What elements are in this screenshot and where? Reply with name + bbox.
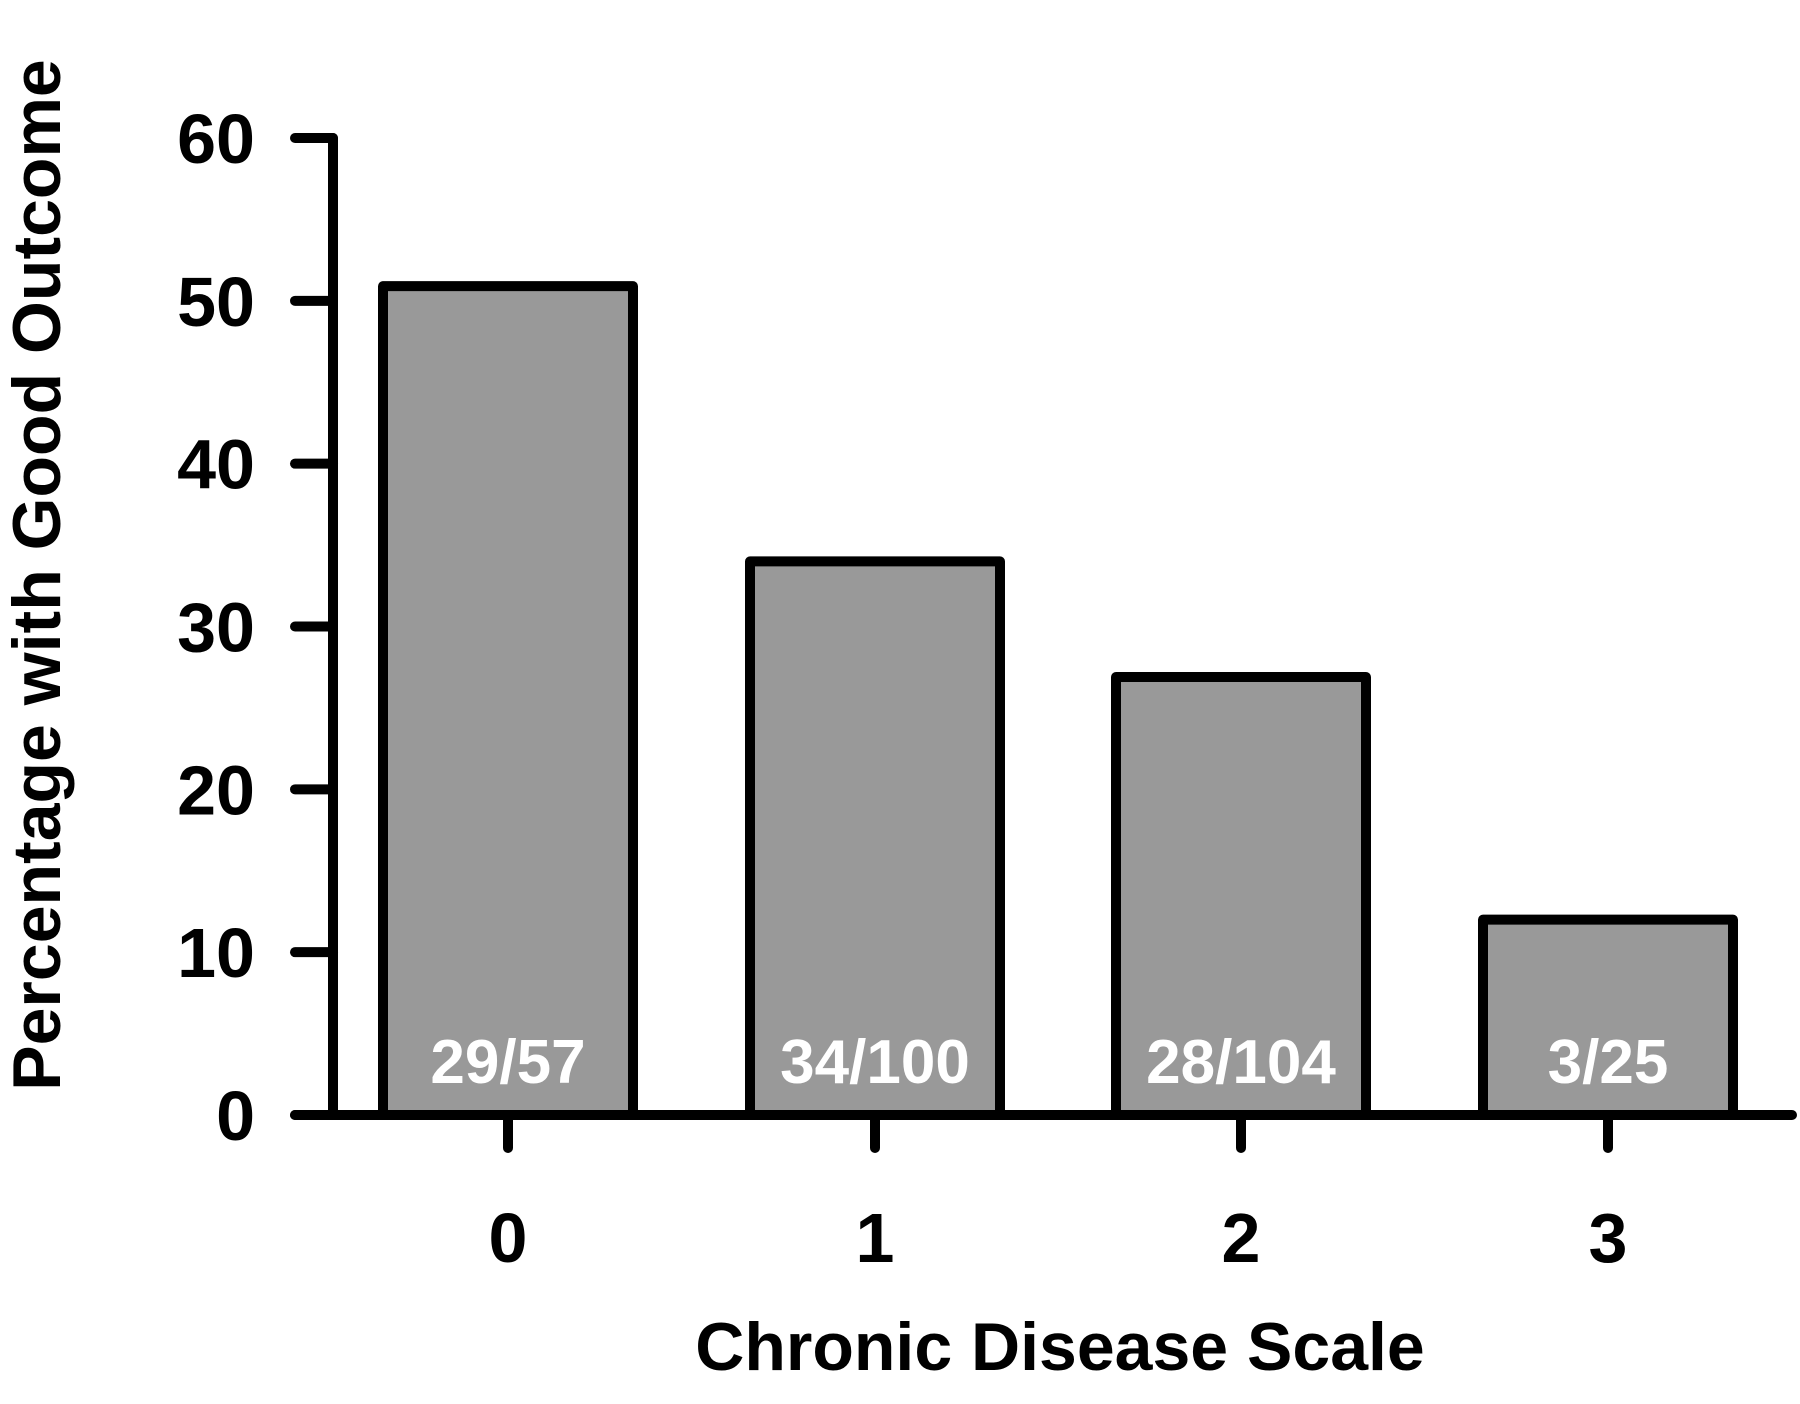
bars-layer <box>378 281 1738 1120</box>
bar-data-label: 29/57 <box>430 1028 585 1097</box>
x-tick-label: 2 <box>1222 1199 1261 1277</box>
bar-data-label: 34/100 <box>780 1028 970 1097</box>
y-tick-label: 10 <box>177 914 255 992</box>
x-tick-label: 1 <box>856 1199 895 1277</box>
x-tick-label: 0 <box>489 1199 528 1277</box>
bar-2 <box>1111 671 1371 1120</box>
bar-1 <box>745 556 1005 1120</box>
y-tick-label: 40 <box>177 426 255 504</box>
bar-data-label: 3/25 <box>1548 1028 1669 1097</box>
data-labels-layer: 29/57 34/100 28/104 3/25 <box>430 1028 1668 1097</box>
y-tick-label: 60 <box>177 100 255 178</box>
y-tick-label: 30 <box>177 589 255 667</box>
y-ticks-layer: 0 10 20 30 40 50 60 <box>177 100 338 1155</box>
x-ticks-layer: 0 1 2 3 <box>489 1110 1628 1277</box>
y-axis-title: Percentage with Good Outcome <box>0 59 75 1091</box>
x-axis-title: Chronic Disease Scale <box>695 1309 1424 1385</box>
bar-data-label: 28/104 <box>1146 1028 1336 1097</box>
y-tick-label: 20 <box>177 751 255 829</box>
x-tick-label: 3 <box>1589 1199 1628 1277</box>
bar-0 <box>378 281 638 1120</box>
y-tick-label: 50 <box>177 263 255 341</box>
y-tick-label: 0 <box>216 1077 255 1155</box>
